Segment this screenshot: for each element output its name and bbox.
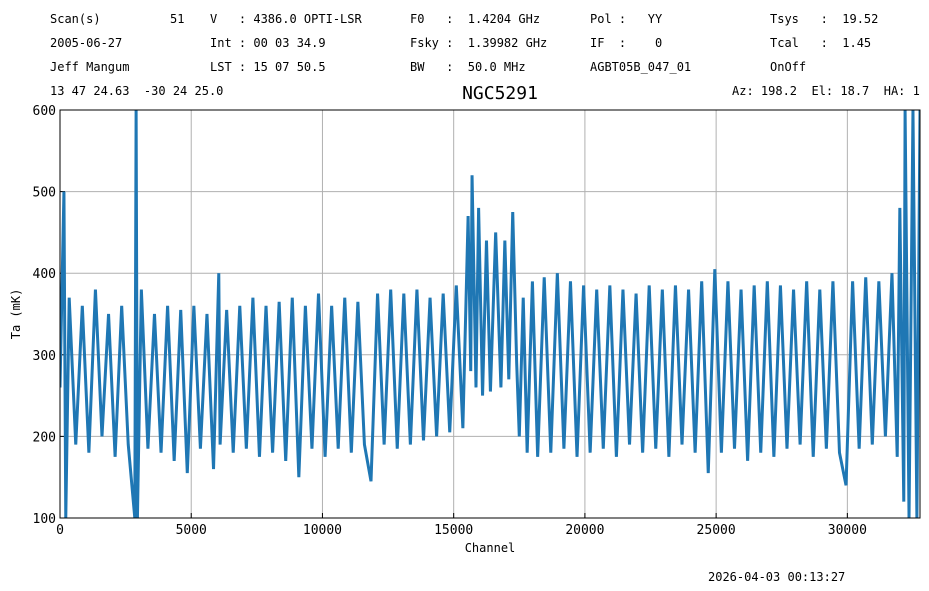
annotation: Scan(s)	[50, 12, 101, 26]
annotation: F0 : 1.4204 GHz	[410, 12, 540, 26]
annotation: Tcal : 1.45	[770, 36, 871, 50]
annotation: V : 4386.0 OPTI-LSR	[210, 12, 362, 26]
x-tick-label: 30000	[828, 523, 867, 538]
x-tick-label: 15000	[434, 523, 473, 538]
annotation: BW : 50.0 MHz	[410, 60, 526, 74]
annotation: 2026-04-03 00:13:27	[708, 570, 845, 584]
annotation: 2005-06-27	[50, 36, 122, 50]
annotation: Az: 198.2 El: 18.7 HA: 1	[732, 84, 920, 98]
annotation: LST : 15 07 50.5	[210, 60, 326, 74]
annotation: Jeff Mangum	[50, 60, 129, 74]
spectrum-line	[60, 110, 920, 518]
y-tick-label: 300	[33, 349, 56, 364]
annotation: Tsys : 19.52	[770, 12, 878, 26]
y-axis-label: Ta (mK)	[9, 289, 23, 340]
plot-frame	[59, 109, 921, 519]
x-axis-label: Channel	[465, 541, 516, 555]
annotation: OnOff	[770, 60, 806, 74]
x-tick-label: 10000	[303, 523, 342, 538]
annotation: Fsky : 1.39982 GHz	[410, 36, 547, 50]
x-tick-label: 5000	[176, 523, 207, 538]
y-tick-label: 500	[33, 186, 56, 201]
y-tick-label: 400	[33, 267, 56, 282]
x-tick-label: 0	[56, 523, 64, 538]
annotation: Int : 00 03 34.9	[210, 36, 326, 50]
y-tick-label: 200	[33, 430, 56, 445]
chart-title: NGC5291	[462, 83, 538, 104]
annotation: 51	[170, 12, 184, 26]
annotation: Pol : YY	[590, 12, 663, 26]
x-tick-label: 20000	[565, 523, 604, 538]
y-tick-label: 600	[33, 104, 56, 119]
annotation: 13 47 24.63 -30 24 25.0	[50, 84, 223, 98]
y-tick-label: 100	[33, 512, 56, 527]
annotation: IF : 0	[590, 36, 662, 50]
x-tick-label: 25000	[697, 523, 736, 538]
annotation: AGBT05B_047_01	[590, 60, 691, 74]
